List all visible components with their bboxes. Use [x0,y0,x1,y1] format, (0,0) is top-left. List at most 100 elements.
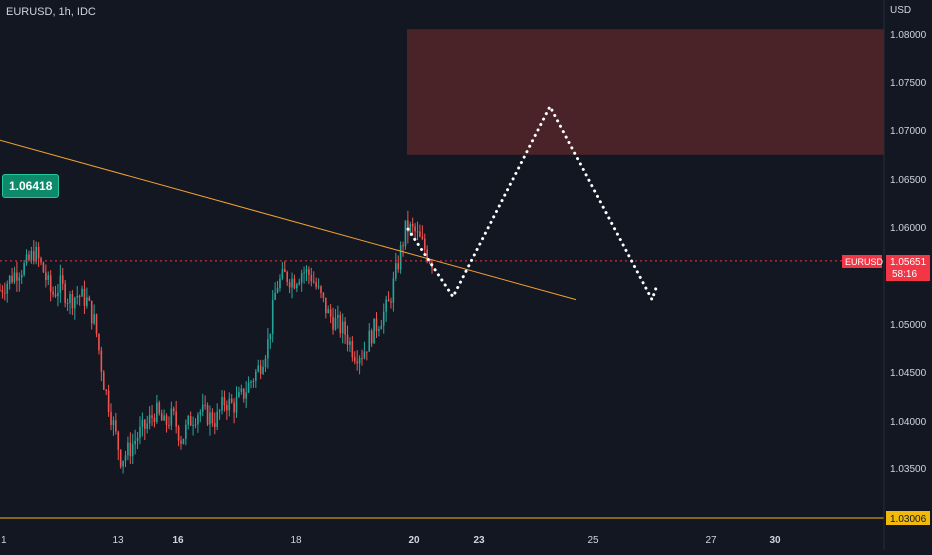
candle-body [267,339,269,359]
candle-body [182,438,185,444]
candle-body [74,297,76,309]
candle-body [320,286,322,293]
candle-body [170,408,173,426]
current-price-badge [886,255,930,281]
candle-body [399,245,402,270]
candle-body [325,297,327,314]
candle-body [218,410,221,412]
candle-body [160,413,163,421]
candle-body [105,389,107,391]
candle-body [332,316,334,330]
candle-body [129,442,132,457]
candle-body [59,275,62,293]
candle-body [88,297,91,301]
candle-body [98,333,100,351]
candle-body [141,419,144,427]
candle-body [119,449,122,467]
candle-body [305,269,308,273]
current-price-label: 1.05651 [890,257,927,268]
candle-body [192,424,194,426]
candle-body [6,283,9,294]
candle-body [416,231,419,233]
candle-body [197,414,199,425]
candle-body [187,415,190,425]
candle-body [153,417,156,423]
candle-body [78,296,81,298]
candle-body [402,245,404,247]
candle-body [230,398,233,403]
candle-body [83,288,86,306]
candle-body [385,299,387,312]
candle-body [134,440,136,445]
y-tick-label: 1.07500 [890,78,927,89]
candle-body [271,299,274,334]
candle-body [86,297,88,306]
candle-body [112,420,115,426]
candle-body [303,272,305,274]
candle-body [423,238,426,250]
candle-body [414,226,416,232]
projection-path[interactable] [406,103,659,304]
candle-body [361,358,363,360]
candle-body [93,314,95,324]
y-tick-label: 1.04000 [890,417,927,428]
candle-body [32,250,35,262]
candle-body [25,254,28,264]
trendline[interactable] [0,139,577,301]
candle-body [151,415,153,418]
candle-body [175,411,177,427]
candle-body [107,390,110,413]
candle-body [199,411,202,415]
candle-body [397,263,400,270]
candle-body [378,329,380,331]
candle-body [76,296,79,298]
candle-body [45,272,47,280]
candle-body [293,278,296,289]
candle-body [334,317,337,330]
candle-body [250,381,252,383]
candle-body [172,408,175,412]
candle-body [49,275,52,292]
candle-body [20,274,23,278]
candle-body [411,224,414,227]
candle-body [247,382,250,393]
candle-body [421,236,424,239]
candle-body [13,272,16,283]
candle-body [349,341,351,345]
y-tick-label: 1.04500 [890,368,927,379]
candle-body [100,350,103,372]
candle-body [0,289,1,291]
candle-body [52,291,54,295]
candle-body [310,275,313,282]
price-tag-badge[interactable]: 1.06418 [2,174,60,198]
low-line-price-label: 1.03006 [890,514,927,525]
candle-body [156,402,158,423]
candle-body [35,246,38,262]
candle-body [288,282,291,288]
x-axis-ticks: 1 13 16 18 20 23 25 27 30 [1,535,781,546]
candle-body [392,278,395,303]
candle-body [71,294,74,309]
candle-body [394,263,397,279]
candle-body [211,412,214,424]
x-tick-label: 18 [290,535,302,546]
candle-body [66,303,69,305]
candle-body [201,404,204,412]
symbol-info[interactable]: EURUSD, 1h, IDC [6,6,96,18]
candle-body [341,321,344,334]
x-tick-label: 25 [587,535,599,546]
candle-body [262,367,264,374]
resistance-zone[interactable] [407,29,884,155]
x-tick-label: 27 [705,535,717,546]
candle-body [42,262,45,273]
candle-body [64,283,66,304]
candle-body [115,420,117,432]
candle-body [317,286,320,288]
x-tick-label: 23 [473,535,485,546]
candle-body [375,318,378,331]
candle-body [353,357,356,362]
candle-body [240,388,243,392]
currency-label: USD [890,5,912,16]
